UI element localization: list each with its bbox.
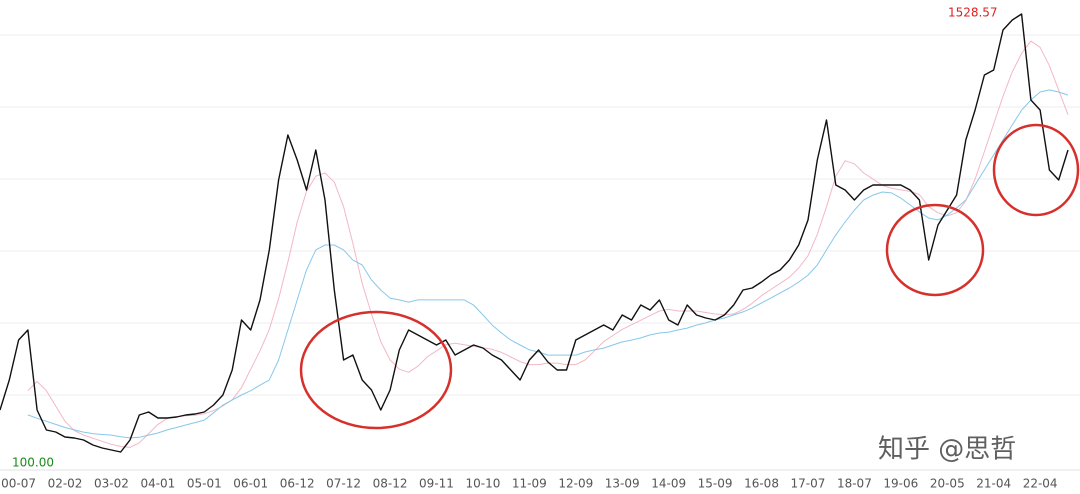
series-line [0, 13, 1069, 453]
x-tick-label: 04-01 [140, 477, 175, 491]
x-tick-label: 03-02 [94, 477, 129, 491]
x-tick-label: 05-01 [187, 477, 222, 491]
x-tick-label: 06-01 [233, 477, 268, 491]
x-tick-label: 11-09 [512, 477, 547, 491]
x-tick-label: 06-12 [280, 477, 315, 491]
x-tick-label: 15-09 [698, 477, 733, 491]
x-tick-label: 02-02 [48, 477, 83, 491]
series-line [27, 40, 1069, 448]
x-tick-label: 13-09 [605, 477, 640, 491]
circle [299, 310, 453, 430]
x-tick-label: 14-09 [651, 477, 686, 491]
x-tick-label: 08-12 [373, 477, 408, 491]
low-label: 100.00 [12, 456, 54, 470]
x-tick-label: 12-09 [558, 477, 593, 491]
x-tick-label: 17-07 [791, 477, 826, 491]
x-tick-label: 09-11 [419, 477, 454, 491]
watermark: 知乎 @思哲 [878, 435, 1016, 465]
plot [0, 13, 1069, 453]
x-tick-label: 10-10 [465, 477, 500, 491]
x-tick-label: 20-05 [930, 477, 965, 491]
circle [885, 203, 985, 297]
x-tick-label: 07-12 [326, 477, 361, 491]
grid [0, 34, 1080, 471]
x-tick-label: 21-04 [976, 477, 1011, 491]
x-tick-label: 00-07 [1, 477, 36, 491]
series-line [27, 89, 1069, 439]
x-tick-label: 19-06 [883, 477, 918, 491]
circle [992, 123, 1080, 217]
x-tick-label: 18-07 [837, 477, 872, 491]
x-tick-label: 16-08 [744, 477, 779, 491]
highlight-circles [299, 123, 1080, 430]
high-label: 1528.57 [948, 5, 998, 19]
x-tick-label: 22-04 [1023, 477, 1058, 491]
